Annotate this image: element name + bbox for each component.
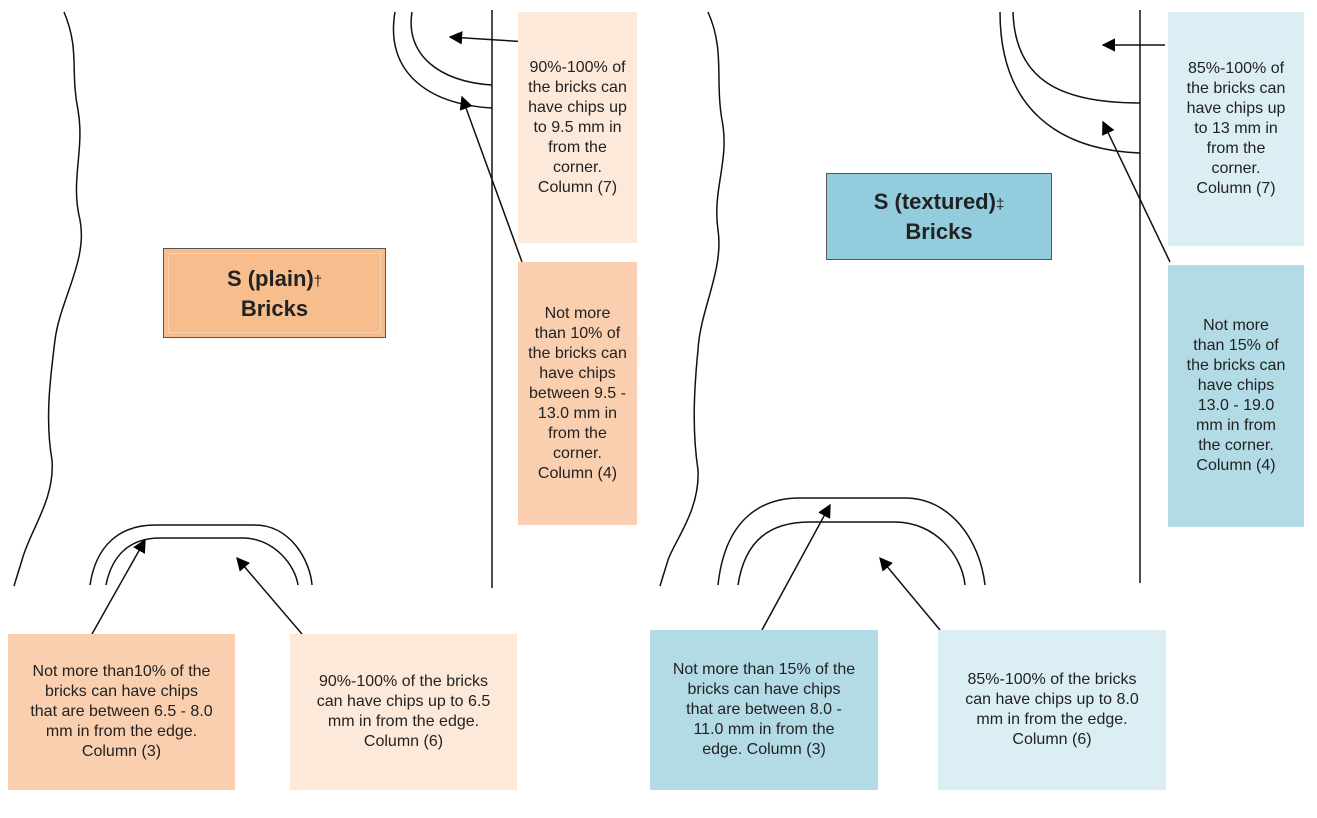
edge-outer-label: 90%-100% of the bricks can have chips up… (290, 634, 517, 790)
panel-title: S (plain)† Bricks (163, 248, 386, 338)
arrow (459, 95, 523, 263)
arrow (448, 31, 529, 45)
edge-outer-curve (717, 497, 986, 586)
edge-outer-curve (89, 524, 313, 586)
title-mark: ‡ (995, 196, 1005, 213)
edge-inner-curve (105, 537, 299, 586)
arrow (761, 503, 831, 631)
edge-inner-curve (737, 521, 966, 586)
title-mark: † (313, 272, 323, 290)
title-line2: Bricks (240, 295, 309, 321)
title-text: S (plain) (226, 265, 314, 291)
edge-inner-label: Not more than 15% of the bricks can have… (650, 630, 878, 790)
edge-outer-label: 85%-100% of the bricks can have chips up… (938, 630, 1166, 790)
arrow (91, 538, 146, 635)
arrow (236, 556, 303, 635)
arrow (1102, 120, 1171, 263)
broken-edge (13, 11, 83, 587)
corner-inner-curve (1012, 11, 1141, 104)
corner-inner-label: Not more than 10% of the bricks can have… (518, 262, 637, 525)
panel-title: S (textured)‡ Bricks (826, 173, 1052, 260)
corner-outer-curve (392, 11, 493, 109)
corner-outer-label: 85%-100% of the bricks can have chips up… (1168, 12, 1304, 246)
corner-inner-label: Not more than 15% of the bricks can have… (1168, 265, 1304, 527)
title-line2: Bricks (905, 219, 973, 244)
edge-inner-label: Not more than10% of the bricks can have … (8, 634, 235, 790)
arrow (879, 556, 941, 631)
corner-outer-curve (999, 11, 1141, 154)
corner-inner-curve (410, 11, 493, 86)
title-text: S (textured) (873, 189, 996, 214)
broken-edge (659, 11, 725, 587)
corner-outer-label: 90%-100% of the bricks can have chips up… (518, 12, 637, 243)
